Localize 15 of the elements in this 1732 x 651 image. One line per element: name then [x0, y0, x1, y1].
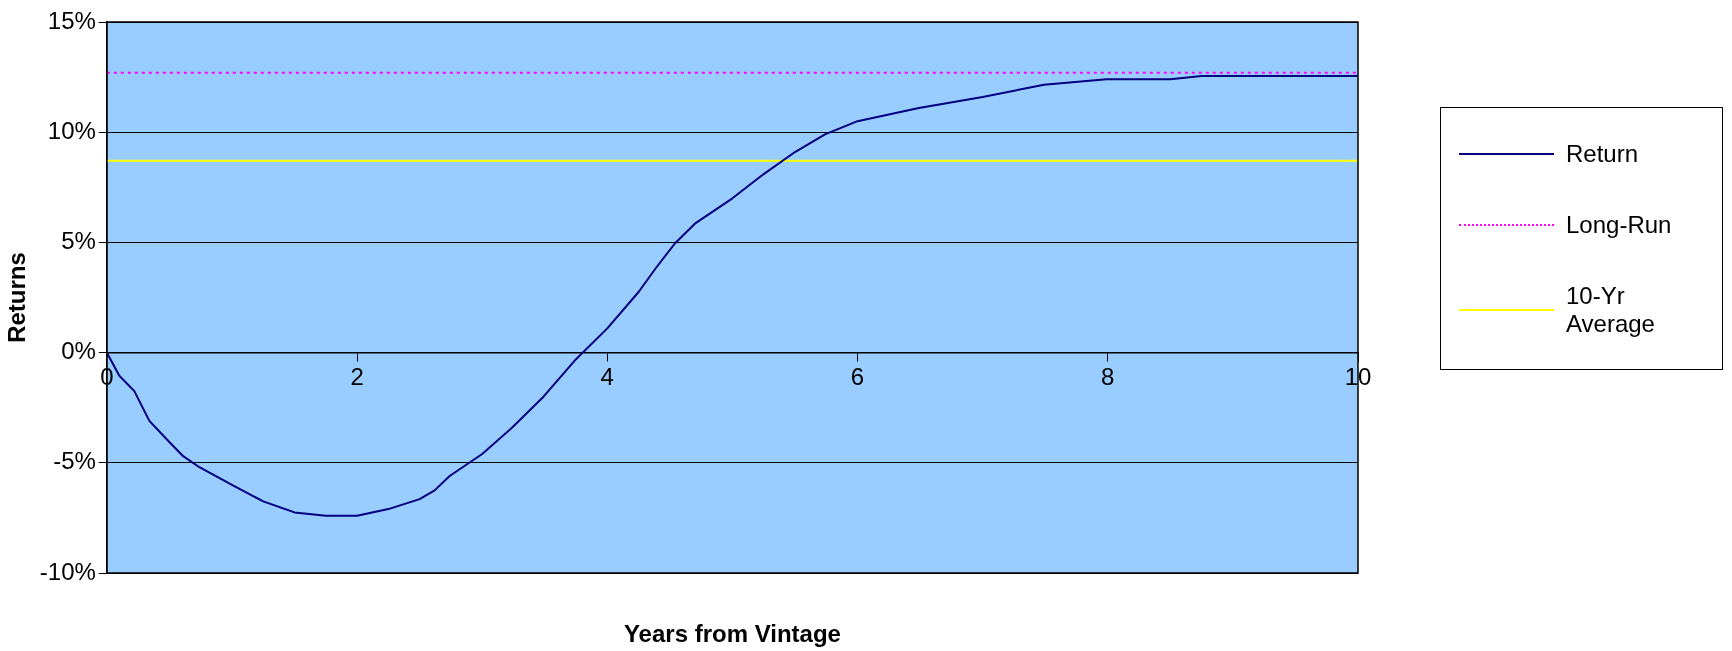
- x-tick-label: 8: [1101, 362, 1115, 390]
- legend-label: Return: [1566, 139, 1640, 168]
- x-axis-title: Years from Vintage: [623, 620, 841, 647]
- y-tick-label: 0%: [61, 337, 96, 365]
- y-axis-title: Returns: [3, 252, 31, 343]
- y-tick-label: -5%: [53, 447, 96, 475]
- y-tick-label: 10%: [47, 116, 96, 144]
- legend-label: Long-Run: [1566, 210, 1673, 239]
- y-tick-label: 5%: [61, 227, 96, 255]
- y-tick-label: -10%: [39, 557, 96, 585]
- y-tick-label: 15%: [47, 6, 96, 34]
- x-tick-label: 2: [350, 362, 364, 390]
- legend-label: 10-Yr Average: [1566, 281, 1656, 338]
- x-tick-label: 4: [600, 362, 614, 390]
- x-tick-label: 6: [850, 362, 865, 390]
